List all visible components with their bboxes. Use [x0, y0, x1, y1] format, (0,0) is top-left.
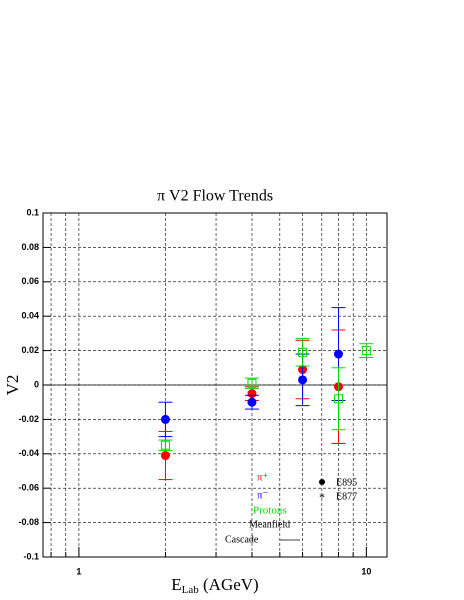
legend-label: π⁺: [257, 472, 269, 484]
data-point: [247, 397, 257, 407]
data-point: [160, 440, 170, 450]
data-point: [361, 346, 371, 356]
data-point: [298, 347, 308, 357]
data-point: [247, 389, 257, 399]
y-tick-label: -0.02: [18, 414, 39, 424]
y-tick-label: 0.08: [21, 242, 39, 252]
legend-label: E877: [336, 491, 357, 502]
legend-marker: [319, 479, 325, 485]
legend-label: Protons: [253, 505, 287, 517]
legend-label: π⁻: [257, 490, 269, 502]
data-point: [333, 349, 343, 359]
legend-label: E895: [336, 477, 357, 488]
y-tick-label: -0.06: [18, 483, 39, 493]
y-tick-label: -0.1: [23, 551, 39, 561]
legend-marker: *: [319, 490, 325, 504]
y-axis-label: V2: [3, 375, 22, 396]
y-tick-label: 0.04: [21, 311, 39, 321]
x-tick-label: 1: [76, 566, 81, 576]
data-point: [333, 394, 343, 404]
data-point: [160, 451, 170, 461]
legend-label: Cascade: [225, 534, 259, 545]
y-tick-label: -0.08: [18, 517, 39, 527]
y-tick-label: -0.04: [18, 448, 39, 458]
data-point: [298, 375, 308, 385]
chart-title: π V2 Flow Trends: [157, 188, 273, 205]
y-tick-label: 0.1: [26, 207, 39, 217]
x-tick-label: 10: [361, 566, 371, 576]
y-tick-label: 0.06: [21, 276, 39, 286]
legend-label: Meanfield: [249, 519, 290, 530]
y-tick-label: 0.02: [21, 345, 39, 355]
data-point: [247, 378, 257, 388]
data-point: [160, 414, 170, 424]
y-tick-label: 0: [34, 379, 39, 389]
x-axis-label: ELab (AGeV): [171, 575, 258, 596]
